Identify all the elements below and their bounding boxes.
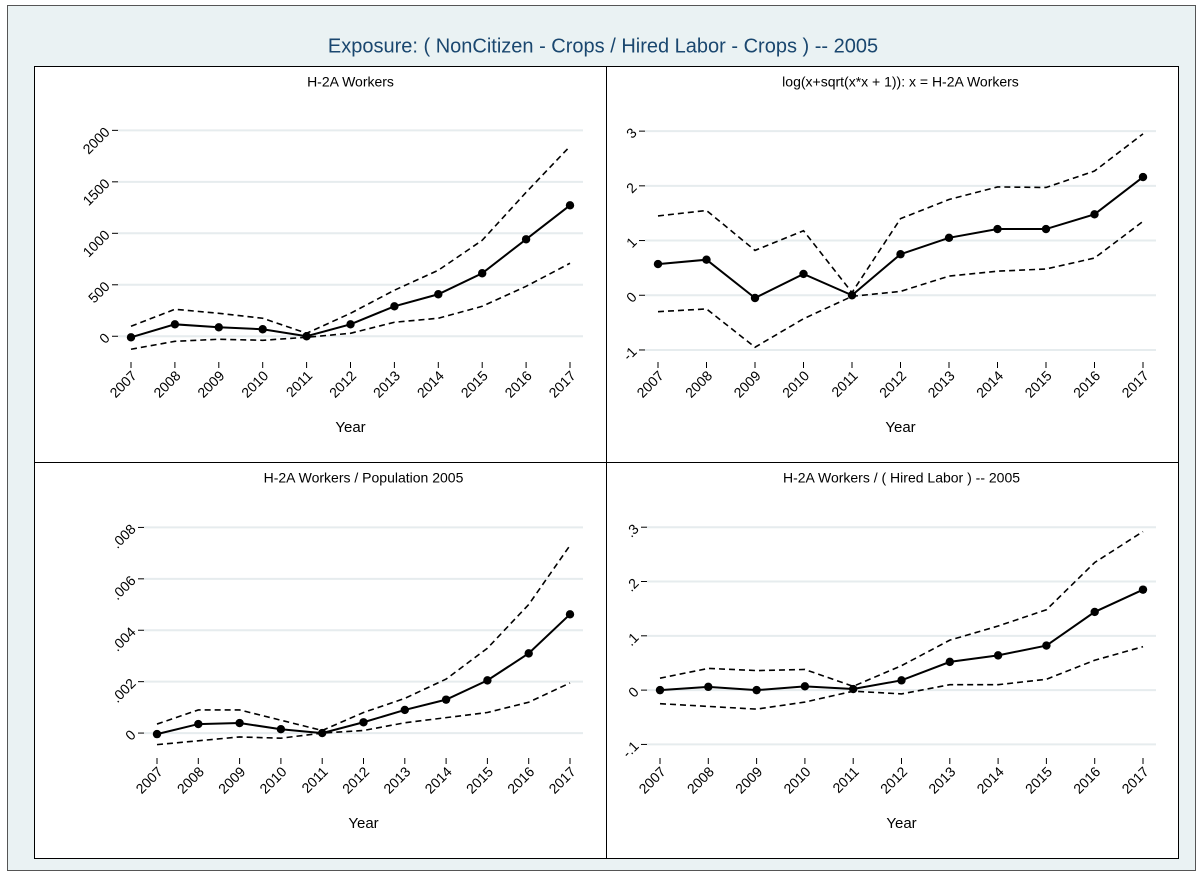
series-line	[659, 645, 1144, 710]
data-point	[152, 729, 162, 739]
series-line	[156, 544, 571, 732]
data-point	[390, 302, 399, 311]
panel-title: H-2A Workers / Population 2005	[264, 470, 464, 486]
data-point	[945, 657, 954, 667]
data-point	[478, 269, 487, 278]
data-point	[750, 293, 760, 303]
panel-frame	[34, 66, 607, 463]
panel-frame	[606, 462, 1179, 859]
data-point	[258, 325, 267, 334]
panel-title: log(x+sqrt(x*x + 1)): x = H-2A Workers	[782, 74, 1019, 90]
data-point	[800, 682, 810, 691]
panel-frame	[34, 462, 607, 859]
data-point	[1090, 210, 1099, 219]
panel-title: H-2A Workers / ( Hired Labor ) -- 2005	[783, 470, 1020, 486]
chart-title: Exposure: ( NonCitizen - Crops / Hired L…	[328, 35, 878, 57]
data-point	[565, 610, 575, 619]
data-point	[993, 224, 1002, 234]
data-point	[847, 291, 857, 300]
data-point	[276, 725, 286, 734]
panel-title: H-2A Workers	[307, 74, 394, 90]
data-point	[1041, 224, 1051, 234]
data-point	[653, 259, 663, 269]
data-point	[752, 685, 761, 695]
data-point	[1138, 172, 1148, 182]
data-point	[897, 676, 906, 685]
data-point	[434, 290, 443, 299]
data-point	[441, 695, 451, 704]
data-point	[993, 651, 1003, 660]
data-point	[896, 250, 905, 259]
x-axis-label: Year	[348, 815, 378, 832]
series-line	[657, 133, 1144, 294]
data-point	[799, 269, 808, 279]
data-point	[400, 705, 409, 715]
series-line	[659, 530, 1144, 688]
data-point	[565, 201, 575, 210]
data-point	[1042, 641, 1051, 650]
data-point	[944, 233, 954, 243]
data-point	[194, 719, 203, 729]
data-point	[214, 323, 223, 332]
data-point	[704, 682, 713, 692]
data-point	[483, 676, 492, 685]
data-point	[655, 685, 665, 695]
data-point	[521, 235, 531, 244]
x-axis-label: Year	[335, 419, 365, 436]
data-point	[126, 333, 136, 342]
series-line	[657, 220, 1144, 349]
series-line	[130, 262, 571, 351]
data-point	[1090, 607, 1099, 617]
data-point	[170, 320, 180, 329]
data-point	[302, 332, 311, 341]
data-point	[702, 255, 711, 264]
data-point	[346, 320, 355, 329]
data-point	[1138, 585, 1148, 594]
data-point	[235, 718, 244, 728]
x-axis-label: Year	[885, 419, 915, 436]
data-point	[359, 718, 368, 727]
data-point	[524, 649, 533, 658]
x-axis-label: Year	[886, 815, 916, 832]
series-line	[130, 145, 571, 335]
panel-frame	[606, 66, 1179, 463]
